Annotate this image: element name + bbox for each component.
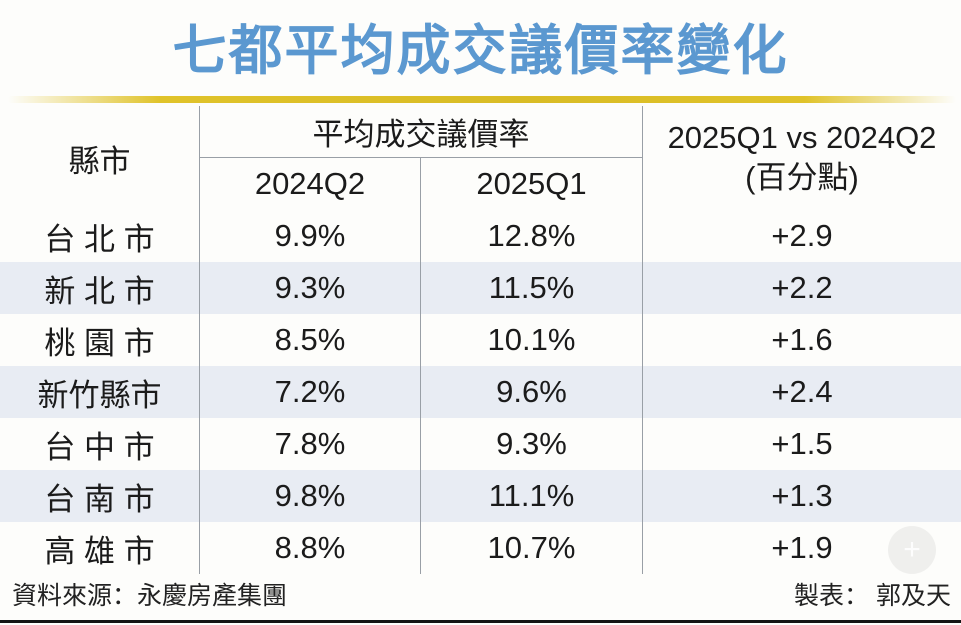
source-text: 資料來源：永慶房產集團: [12, 582, 288, 610]
table-row-taoyuan: 桃 園 市 8.5% 10.1% +1.6: [0, 314, 961, 366]
bottom-border-bar: [0, 620, 961, 623]
cell-city: 新竹縣市: [0, 366, 200, 418]
cell-2025q1: 10.1%: [421, 314, 643, 366]
cell-city: 桃 園 市: [0, 314, 200, 366]
cell-2025q1: 9.3%: [421, 418, 643, 470]
header-diff-line2: (百分點): [745, 160, 859, 195]
cell-2024q2: 8.5%: [200, 314, 421, 366]
cell-2024q2: 9.3%: [200, 262, 421, 314]
cell-2025q1: 9.6%: [421, 366, 643, 418]
header-city: 縣市: [0, 106, 200, 210]
cell-diff: +2.9: [771, 218, 833, 253]
cell-diff: +1.9: [771, 530, 833, 565]
table-row-hsinchu: 新竹縣市 7.2% 9.6% +2.4: [0, 366, 961, 418]
cell-city: 台 北 市: [0, 210, 200, 262]
cell-2024q2: 7.2%: [200, 366, 421, 418]
cell-2025q1: 12.8%: [421, 210, 643, 262]
cell-diff: +2.4: [771, 374, 833, 409]
cell-2024q2: 9.8%: [200, 470, 421, 522]
cell-city: 新 北 市: [0, 262, 200, 314]
header-2024q2: 2024Q2: [200, 158, 421, 210]
cell-diff: +1.5: [771, 426, 833, 461]
footer: 資料來源：永慶房產集團 製表： 郭及天: [0, 574, 961, 620]
table-row-taichung: 台 中 市 7.8% 9.3% +1.5: [0, 418, 961, 470]
gold-divider-bar: [8, 96, 956, 103]
cell-2025q1: 11.5%: [421, 262, 643, 314]
cell-2025q1: 10.7%: [421, 522, 643, 574]
cell-city: 高 雄 市: [0, 522, 200, 574]
cell-2024q2: 7.8%: [200, 418, 421, 470]
header-2025q1: 2025Q1: [421, 158, 643, 210]
table-row-taipei: 台 北 市 9.9% 12.8% +2.9: [0, 210, 961, 262]
header-diff-line1: 2025Q1 vs 2024Q2: [667, 119, 937, 155]
table-header: 縣市 平均成交議價率 2024Q2 2025Q1 2025Q1 vs 2024Q…: [0, 106, 961, 210]
cell-2025q1: 11.1%: [421, 470, 643, 522]
table-row-newtaipei: 新 北 市 9.3% 11.5% +2.2: [0, 262, 961, 314]
header-diff: 2025Q1 vs 2024Q2 (百分點): [643, 106, 961, 210]
cell-2024q2: 8.8%: [200, 522, 421, 574]
page-title: 七都平均成交議價率變化: [172, 21, 789, 81]
cell-diff: +2.2: [771, 270, 833, 305]
rate-table: 縣市 平均成交議價率 2024Q2 2025Q1 2025Q1 vs 2024Q…: [0, 106, 961, 574]
table-row-kaohsiung: 高 雄 市 8.8% 10.7% +1.9: [0, 522, 961, 574]
cell-diff: +1.3: [771, 478, 833, 513]
header-rate-group: 平均成交議價率: [200, 106, 643, 158]
cell-2024q2: 9.9%: [200, 210, 421, 262]
cell-city: 台 南 市: [0, 470, 200, 522]
credit-text: 製表： 郭及天: [794, 582, 951, 610]
cell-diff: +1.6: [771, 322, 833, 357]
cell-city: 台 中 市: [0, 418, 200, 470]
table-row-tainan: 台 南 市 9.8% 11.1% +1.3: [0, 470, 961, 522]
